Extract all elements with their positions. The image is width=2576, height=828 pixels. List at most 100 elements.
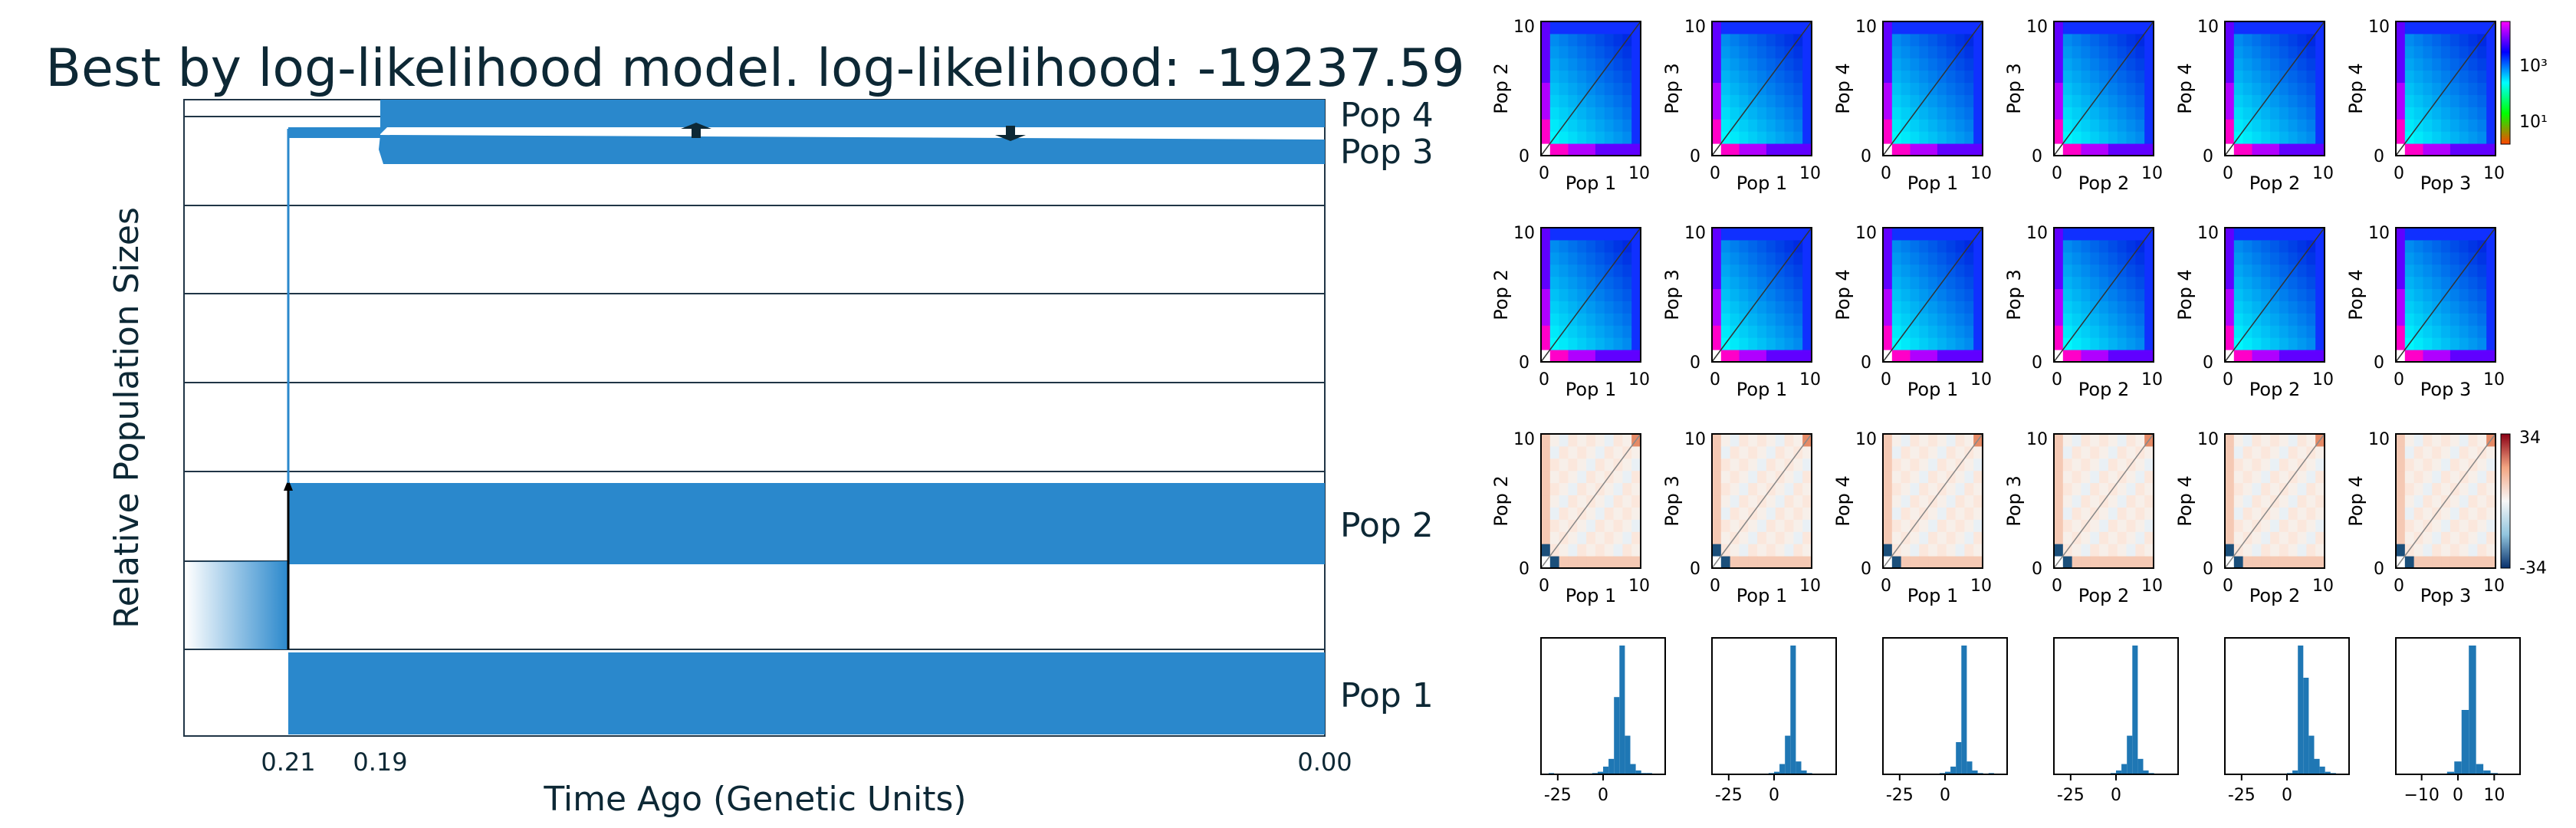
heatmap-cell	[2468, 519, 2478, 532]
heatmap-cell	[1720, 58, 1731, 71]
heatmap-cell	[1631, 301, 1641, 314]
heatmap-cell	[1720, 70, 1731, 84]
heatmap-cell	[1802, 337, 1812, 350]
heatmap-cell	[1712, 458, 1722, 472]
heatmap-cell	[1559, 350, 1569, 363]
heatmap-cell	[1784, 470, 1794, 484]
heatmap-cell	[1919, 228, 1929, 241]
heatmap-cell	[2288, 325, 2298, 338]
heatmap-cell	[2441, 264, 2451, 278]
heatmap-cell	[1631, 458, 1641, 472]
heatmap-cell	[2108, 228, 2118, 241]
heatmap-cell	[2315, 495, 2325, 508]
heatmap-cell	[2450, 531, 2460, 544]
heatmap-cell	[1730, 33, 1740, 47]
x-tick-label: 0	[1881, 577, 1891, 596]
heatmap-cell	[2450, 507, 2460, 520]
heatmap-cell	[2108, 21, 2118, 34]
heatmap-cell	[1784, 519, 1794, 532]
histogram-bar	[2132, 646, 2138, 774]
heatmap-cell	[2054, 445, 2064, 459]
heatmap-cell	[1973, 445, 1983, 459]
heatmap-cell	[2279, 251, 2289, 265]
heatmap-cell	[1595, 119, 1605, 132]
heatmap-cell	[2233, 228, 2244, 241]
heatmap-cell	[1631, 45, 1641, 59]
heatmap-cell	[2396, 251, 2406, 265]
heatmap-cell	[2450, 556, 2460, 569]
y-tick-label: 10	[1855, 224, 1877, 243]
heatmap-cell	[2288, 82, 2298, 95]
heatmap-cell	[2459, 239, 2469, 253]
heatmap-cell	[2242, 82, 2252, 95]
heatmap-cell	[1910, 228, 1920, 241]
histogram-bar	[1801, 770, 1807, 774]
heatmap-cell	[2117, 544, 2128, 557]
heatmap-cell	[2252, 239, 2262, 253]
heatmap-cell	[2225, 82, 2235, 95]
heatmap-cell	[2315, 131, 2325, 144]
heatmap-cell	[2072, 228, 2082, 241]
heatmap-cell	[1802, 482, 1812, 496]
heatmap-cell	[2270, 337, 2280, 350]
heatmap-cell	[2432, 251, 2442, 265]
heatmap-cell	[1891, 458, 1902, 472]
heatmap-cell	[1586, 107, 1596, 120]
heatmap-cell	[1730, 228, 1740, 241]
heatmap-cell	[2144, 239, 2154, 253]
histogram-bar	[1961, 646, 1967, 774]
histogram-bar	[2454, 761, 2462, 774]
heatmap-cell	[2062, 556, 2073, 569]
heatmap-cell	[1604, 228, 1615, 241]
heatmap-cell	[1712, 264, 1722, 278]
heatmap-cell	[1549, 288, 1560, 301]
heatmap-cell	[2072, 544, 2082, 557]
heatmap-cell	[2315, 45, 2325, 59]
colorbar-tick: -34	[2519, 559, 2547, 578]
heatmap-cell	[1919, 519, 1929, 532]
heatmap-cell	[2225, 507, 2235, 520]
heatmap-cell	[1946, 531, 1957, 544]
heatmap-cell	[1622, 276, 1632, 290]
heatmap-cell	[2225, 288, 2235, 301]
heatmap-cell	[1622, 70, 1632, 84]
heatmap-cell	[1720, 470, 1731, 484]
heatmap-cell	[1973, 301, 1983, 314]
heatmap-cell	[1739, 276, 1749, 290]
heatmap-cell	[2072, 288, 2082, 301]
heatmap-cell	[2108, 58, 2118, 71]
heatmap-cell	[1937, 45, 1947, 59]
heatmap-cell	[2054, 94, 2064, 107]
heatmap-cell	[2477, 458, 2487, 472]
heatmap-cell	[1883, 228, 1893, 241]
heatmap-cell	[1883, 45, 1893, 59]
heatmap-cell	[2126, 470, 2136, 484]
heatmap-cell	[2252, 276, 2262, 290]
heatmap-cell	[2441, 325, 2451, 338]
heatmap-cell	[2261, 313, 2271, 326]
heatmap-cell	[2225, 482, 2235, 496]
heatmap-cell	[1928, 21, 1938, 34]
heatmap-cell	[2306, 107, 2316, 120]
heatmap-cell	[1883, 519, 1893, 532]
heatmap-cell	[1568, 264, 1578, 278]
heatmap-cell	[1910, 143, 1920, 156]
heatmap-cell	[2270, 143, 2280, 156]
heatmap-cell	[2252, 301, 2262, 314]
heatmap-cell	[1577, 288, 1587, 301]
heatmap-cell	[2090, 119, 2100, 132]
heatmap-cell	[2108, 239, 2118, 253]
heatmap-cell	[1586, 70, 1596, 84]
heatmap-cell	[2252, 70, 2262, 84]
x-tick-label: 10	[2141, 164, 2163, 183]
heatmap-cell	[1748, 228, 1758, 241]
heatmap-cell	[2090, 531, 2100, 544]
heatmap-cell	[1784, 337, 1794, 350]
heatmap-cell	[1549, 21, 1560, 34]
heatmap-cell	[1775, 131, 1786, 144]
heatmap-cell	[2441, 58, 2451, 71]
x-tick-label: 10	[2312, 370, 2334, 389]
heatmap-cell	[2468, 107, 2478, 120]
heatmap-cell	[2459, 445, 2469, 459]
heatmap-cell	[2126, 264, 2136, 278]
